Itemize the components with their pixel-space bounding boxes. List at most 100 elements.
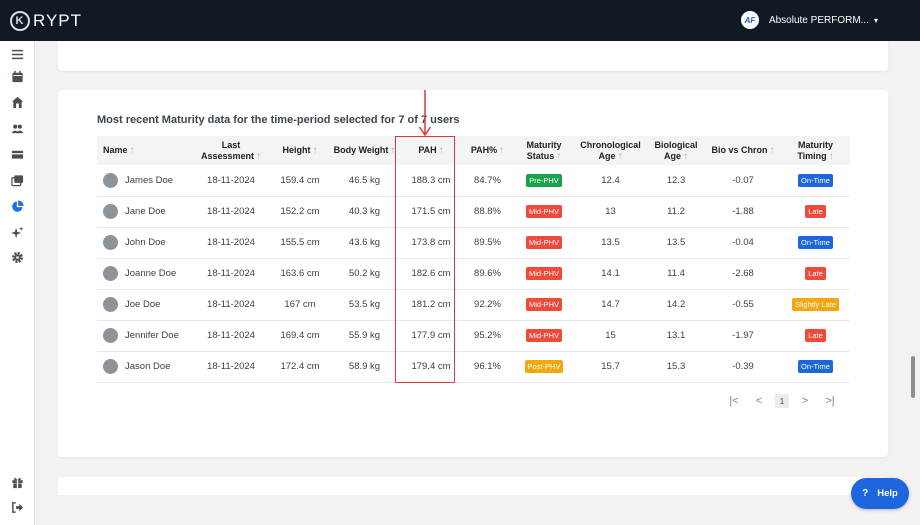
pah-cell: 181.2 cm [411, 299, 451, 310]
column-header[interactable]: PAH% ↑ [461, 136, 514, 165]
table-row[interactable]: Jennifer Doe 18-11-2024 169.4 cm 55.9 kg 177… [97, 320, 850, 351]
pah-cell: 171.5 cm [411, 206, 451, 217]
pah-pct-cell: 92.2% [474, 299, 501, 310]
column-header-label: Body Weight [333, 145, 389, 155]
sort-arrow-icon[interactable]: ↑ [499, 145, 505, 156]
question-icon: ? [862, 488, 869, 499]
maturity-table: Name ↑ Last Assessment ↑ Height ↑ Body Weight ↑ P… [97, 136, 850, 383]
sort-arrow-icon[interactable]: ↑ [438, 145, 444, 156]
pie-chart-icon[interactable] [10, 199, 25, 214]
status-cell: Post-PHV [514, 351, 574, 382]
home-icon[interactable] [10, 95, 25, 110]
timing-badge: On-Time [798, 173, 833, 187]
status-badge: Mid-PHV [525, 236, 562, 249]
column-header-label: Assessment [200, 150, 255, 161]
sort-arrow-icon[interactable]: ↑ [769, 145, 775, 156]
status-badge: Pre-PHV [526, 173, 562, 187]
sort-arrow-icon[interactable]: ↑ [683, 150, 688, 162]
calendar-icon[interactable] [10, 69, 25, 84]
column-header[interactable]: Biological Age ↑ [647, 136, 705, 165]
table-row[interactable]: James Doe 18-11-2024 159.4 cm 46.5 kg 188.3 … [97, 165, 850, 196]
column-header[interactable]: Last Assessment ↑ [190, 136, 272, 165]
chron-cell: 13.5 [601, 237, 620, 248]
gear-icon[interactable] [10, 250, 25, 265]
table-row[interactable]: Joanne Doe 18-11-2024 163.6 cm 50.2 kg 182.6… [97, 258, 850, 289]
card-icon[interactable] [10, 147, 25, 162]
user-name[interactable]: James Doe [125, 174, 174, 186]
timing-cell: Late [781, 258, 850, 289]
help-button[interactable]: ? Help [851, 478, 909, 509]
height-cell: 155.5 cm [280, 237, 320, 248]
bio-cell: 13.1 [666, 330, 686, 341]
column-header-label: Name [103, 145, 128, 155]
avatar [103, 359, 118, 374]
gift-icon[interactable] [10, 475, 25, 490]
status-cell: Mid-PHV [514, 258, 574, 289]
bio-cell: 12.3 [666, 174, 686, 186]
account-avatar: AF [740, 11, 759, 29]
next-page-button[interactable]: > [801, 395, 809, 407]
weight-cell: 43.6 kg [348, 237, 381, 248]
page-scrollbar[interactable] [911, 356, 915, 398]
user-name[interactable]: John Doe [125, 237, 166, 248]
column-header[interactable]: Bio vs Chron ↑ [705, 136, 781, 165]
column-header-label: Bio vs Chron [711, 145, 768, 155]
logout-icon[interactable] [10, 500, 25, 515]
sort-arrow-icon[interactable]: ↑ [556, 150, 562, 162]
bio-cell: 13.5 [666, 237, 686, 248]
user-name[interactable]: Jason Doe [125, 361, 171, 372]
column-header-label: Chronological [580, 139, 641, 150]
sort-arrow-icon[interactable]: ↑ [312, 145, 318, 156]
column-header[interactable]: Maturity Status ↑ [514, 136, 574, 165]
column-header[interactable]: Maturity Timing ↑ [781, 136, 850, 165]
sort-arrow-icon[interactable]: ↑ [256, 150, 262, 162]
diff-cell: -2.68 [732, 268, 754, 279]
user-name[interactable]: Jane Doe [125, 206, 166, 217]
users-icon[interactable] [10, 121, 25, 136]
sort-arrow-icon[interactable]: ↑ [390, 145, 396, 156]
sort-arrow-icon[interactable]: ↑ [828, 150, 834, 162]
table-row[interactable]: Joe Doe 18-11-2024 167 cm 53.5 kg 181.2 cm 92… [97, 289, 850, 320]
app-logo[interactable]: K RYPT [10, 10, 82, 31]
column-header[interactable]: Chronological Age ↑ [574, 136, 647, 165]
column-header[interactable]: Body Weight ↑ [328, 136, 401, 165]
logo-icon: K [10, 10, 30, 31]
menu-icon[interactable] [10, 47, 25, 62]
column-header[interactable]: Height ↑ [272, 136, 328, 165]
chron-cell: 15 [605, 330, 616, 341]
column-header[interactable]: Name ↑ [97, 136, 190, 165]
table-row[interactable]: Jason Doe 18-11-2024 172.4 cm 58.9 kg 179.4 … [97, 351, 850, 382]
last-page-button[interactable]: >| [825, 395, 835, 407]
user-name[interactable]: Joanne Doe [125, 268, 177, 279]
prev-page-button[interactable]: < [755, 395, 763, 407]
user-name[interactable]: Joe Doe [125, 299, 161, 310]
avatar [103, 235, 118, 250]
first-page-button[interactable]: |< [729, 395, 739, 407]
table-row[interactable]: Jane Doe 18-11-2024 152.2 cm 40.3 kg 171.5 c… [97, 196, 850, 227]
status-badge: Mid-PHV [525, 329, 562, 342]
table-header-row: Name ↑ Last Assessment ↑ Height ↑ Body Weight ↑ P… [97, 136, 850, 165]
user-name[interactable]: Jennifer Doe [125, 330, 179, 341]
height-cell: 163.6 cm [280, 268, 320, 279]
sort-arrow-icon[interactable]: ↑ [129, 145, 135, 156]
sort-arrow-icon[interactable]: ↑ [617, 150, 623, 162]
account-menu[interactable]: AF Absolute PERFORM... ▾ [740, 11, 878, 29]
current-page[interactable]: 1 [775, 394, 789, 408]
column-header[interactable]: PAH ↑ [401, 136, 461, 165]
height-cell: 152.2 cm [280, 206, 320, 217]
sidebar [0, 41, 35, 525]
gallery-icon[interactable] [10, 173, 25, 188]
bio-cell: 15.3 [666, 361, 686, 372]
timing-badge: Slightly Late [792, 298, 839, 311]
pah-cell: 179.4 cm [411, 361, 451, 372]
diff-cell: -0.39 [732, 361, 754, 372]
pah-pct-cell: 96.1% [474, 361, 501, 372]
diff-cell: -1.88 [732, 206, 754, 217]
annotation-arrow-icon [418, 90, 432, 137]
date-cell: 18-11-2024 [207, 330, 255, 341]
status-cell: Mid-PHV [514, 289, 574, 320]
table-row[interactable]: John Doe 18-11-2024 155.5 cm 43.6 kg 173.8 c… [97, 227, 850, 258]
status-cell: Mid-PHV [514, 196, 574, 227]
sparkle-icon[interactable] [10, 225, 25, 240]
weight-cell: 46.5 kg [348, 174, 381, 186]
